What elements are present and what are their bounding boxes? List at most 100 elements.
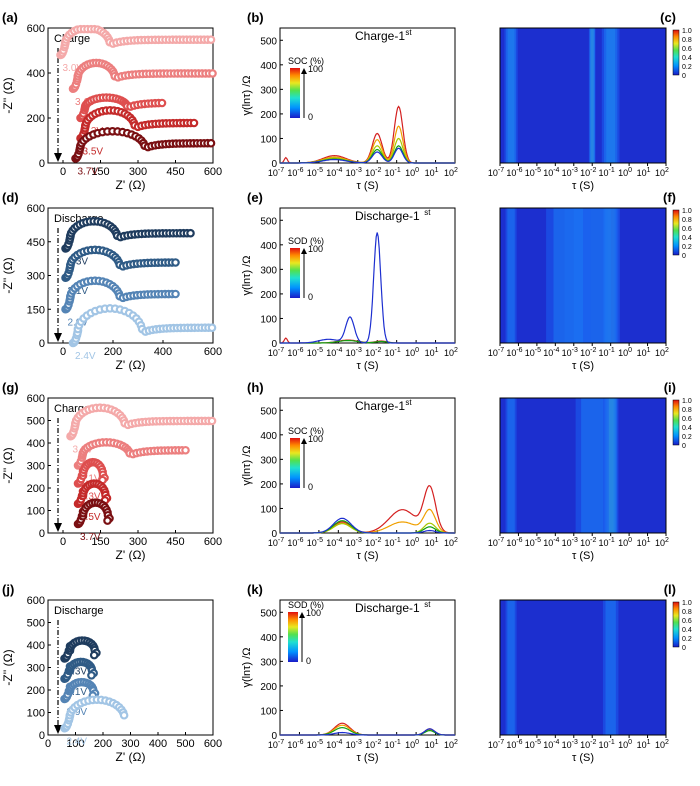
x-tick-label: 10-5 [307,739,323,750]
series-3.3V: 3.3V [73,457,109,503]
panel-row-3: (g) 0 150 300 450 600 0 100 200 300 400 500 600 Z' (Ω… [1,380,692,562]
x-tick-label: 600 [204,166,222,178]
x-tick-label: 10-2 [580,167,596,178]
y-axis-label: -Z'' (Ω) [1,77,15,113]
series-3.1V: 3.1V [73,438,190,485]
x-tick-label: 10-7 [268,537,284,548]
colorbar-tick-label: 0.8 [682,609,692,616]
x-tick-label: 10-2 [365,167,381,178]
x-tick-label: 10-4 [543,167,559,178]
drt-title: Discharge-1 [355,209,420,223]
panel-letter: (a) [2,10,18,25]
data-point [186,228,195,238]
x-tick-label: 102 [444,739,458,750]
y-axis-label: γ(lnτ) /Ω [241,255,253,295]
x-tick-label: 10-2 [365,347,381,358]
x-tick-label: 10-4 [543,537,559,548]
heatmap-band [505,208,517,343]
y-axis-label: γ(lnτ) /Ω [241,445,253,485]
panel-letter: (h) [247,380,264,395]
series-label: 3.7V [78,167,99,178]
series-2.4V: 2.4V [60,695,129,747]
x-tick-label: 10-6 [287,347,303,358]
y-tick-label: 300 [260,85,277,96]
x-axis-label: Z' (Ω) [116,750,146,764]
x-tick-label: 600 [204,536,222,548]
heatmap-plot: (i) 10-7 10-6 10-5 10-4 10-3 10-2 10-1 100 101 102… [488,380,692,562]
series-label: 3.7V [80,532,101,543]
y-tick-label: 300 [260,657,277,668]
y-tick-label: 0 [271,529,277,540]
legend-max: 100 [308,244,323,254]
y-tick-label: 400 [260,431,277,442]
legend-max: 100 [308,434,323,444]
x-tick-label: 100 [618,347,632,358]
y-tick-label: 600 [27,595,45,607]
y-tick-label: 0 [271,159,277,170]
panel-letter: (e) [247,190,263,205]
y-tick-label: 0 [39,730,45,742]
x-tick-label: 10-3 [562,167,578,178]
x-tick-label: 10-3 [562,537,578,548]
heatmap-plot: (l) 10-7 10-6 10-5 10-4 10-3 10-2 10-1 100 101 102… [488,582,692,764]
y-tick-label: 100 [260,134,277,145]
y-axis-label: -Z'' (Ω) [1,649,15,685]
x-tick-label: 100 [618,167,632,178]
x-tick-label: 10-4 [543,347,559,358]
x-tick-label: 10-6 [287,739,303,750]
y-tick-label: 0 [39,338,45,350]
x-tick-label: 10-1 [385,347,401,358]
legend-title: SOD (%) [288,600,324,610]
data-point [171,289,180,299]
colorbar-tick-label: 0.2 [682,636,692,643]
data-point [87,671,96,680]
x-tick-label: 10-5 [307,167,323,178]
y-tick-label: 100 [260,706,277,717]
colorbar-tick-label: 0.2 [682,434,692,441]
x-tick-label: 500 [176,738,194,750]
y-tick-label: 450 [27,237,45,249]
heatmap-band [601,28,620,163]
legend-min: 0 [308,112,313,122]
nyquist-plot: (j) 0 100 200 300 400 500 600 0 100 200 300 400 500 60… [1,582,222,764]
drt-title: Charge-1 [355,399,405,413]
x-tick-label: 10-1 [385,739,401,750]
legend-min: 0 [306,656,311,666]
colorbar-tick-label: 1.0 [682,28,692,35]
y-tick-label: 400 [260,61,277,72]
y-tick-label: 400 [27,68,45,80]
drt-series-75 [280,508,455,534]
legend-colorbar [288,612,298,662]
series-label: 2.4V [75,351,96,362]
data-point [189,118,199,128]
y-tick-label: 200 [27,483,45,495]
x-tick-label: 400 [149,738,167,750]
colorbar-tick-label: 0.4 [682,627,692,634]
x-tick-label: 100 [618,537,632,548]
series-label: 3.1V [68,286,89,297]
heatmap-plot: (f) 10-7 10-6 10-5 10-4 10-3 10-2 10-1 100 101 102… [488,190,692,372]
plot-frame [499,397,667,534]
y-tick-label: 600 [27,203,45,215]
y-tick-label: 100 [260,314,277,325]
data-point [206,35,216,45]
x-tick-label: 0 [60,166,66,178]
drt-series-0 [280,147,455,164]
plot-frame [279,207,456,344]
heatmap-band [546,208,591,343]
x-tick-label: 10-1 [599,739,615,750]
panel-row-1: (a) 0 150 300 450 600 0 200 400 600 Z' (Ω) -Z'' (Ω)… [1,10,692,192]
series-label: 3.3V [68,257,89,268]
panel-letter: (b) [247,10,264,25]
panel-letter: (k) [247,582,263,597]
x-tick-label: 10-7 [268,347,284,358]
drt-title-sup: st [405,398,412,407]
x-axis-label: Z' (Ω) [116,178,146,192]
x-tick-label: 10-3 [346,537,362,548]
x-tick-label: 10-7 [488,537,504,548]
panel-letter: (c) [660,10,676,25]
x-tick-label: 450 [166,536,184,548]
